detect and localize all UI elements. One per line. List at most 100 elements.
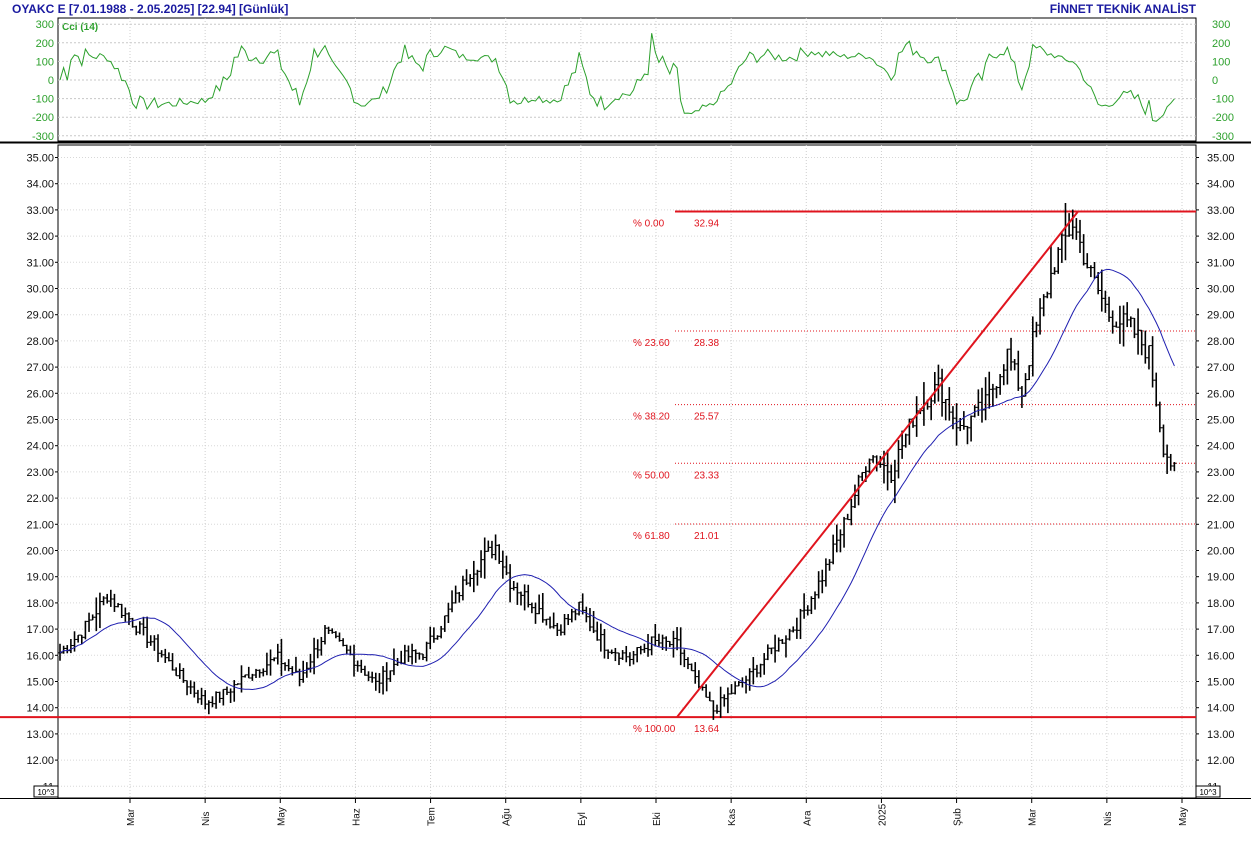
price-tick-right: 31.00 <box>1207 257 1235 269</box>
fib-value-label: 21.01 <box>694 531 719 542</box>
cci-tick-left: 0 <box>48 75 54 87</box>
trendline <box>676 210 1079 718</box>
price-tick-left: 25.00 <box>26 415 54 427</box>
fib-value-label: 23.33 <box>694 470 719 481</box>
cci-line <box>59 33 1175 122</box>
price-tick-right: 17.00 <box>1207 624 1235 636</box>
price-tick-right: 21.00 <box>1207 519 1235 531</box>
cci-tick-left: -100 <box>32 94 54 106</box>
fib-percent-label: % 50.00 <box>633 470 670 481</box>
price-tick-left: 13.00 <box>26 729 54 741</box>
cci-tick-right: 0 <box>1212 75 1218 87</box>
chart-title: OYAKC E [7.01.1988 - 2.05.2025] [22.94] … <box>12 2 289 16</box>
cci-label: Cci (14) <box>62 22 98 33</box>
price-tick-left: 17.00 <box>26 624 54 636</box>
price-tick-right: 25.00 <box>1207 415 1235 427</box>
cci-tick-right: -100 <box>1212 94 1234 106</box>
price-tick-right: 29.00 <box>1207 310 1235 322</box>
price-tick-left: 22.00 <box>26 493 54 505</box>
fib-percent-label: % 38.20 <box>633 412 670 423</box>
time-tick-label: Mar <box>126 808 137 826</box>
price-tick-left: 32.00 <box>26 231 54 243</box>
cci-tick-left: -300 <box>32 131 54 143</box>
price-tick-right: 35.00 <box>1207 153 1235 165</box>
price-tick-left: 15.00 <box>26 677 54 689</box>
cci-tick-right: -200 <box>1212 112 1234 124</box>
price-tick-right: 27.00 <box>1207 362 1235 374</box>
time-tick-label: 2025 <box>877 803 888 826</box>
price-tick-left: 19.00 <box>26 572 54 584</box>
price-tick-right: 22.00 <box>1207 493 1235 505</box>
time-tick-label: Nis <box>201 812 212 826</box>
cci-tick-right: 100 <box>1212 56 1230 68</box>
cci-tick-left: -200 <box>32 112 54 124</box>
price-tick-left: 20.00 <box>26 546 54 558</box>
fib-value-label: 25.57 <box>694 412 719 423</box>
fib-percent-label: % 0.00 <box>633 218 665 229</box>
scale-badge-right-text: 10^3 <box>1199 788 1217 797</box>
price-tick-right: 13.00 <box>1207 729 1235 741</box>
price-tick-left: 35.00 <box>26 153 54 165</box>
price-tick-right: 30.00 <box>1207 284 1235 296</box>
price-tick-left: 16.00 <box>26 650 54 662</box>
price-tick-left: 27.00 <box>26 362 54 374</box>
fib-percent-label: % 61.80 <box>633 531 670 542</box>
cci-tick-right: 200 <box>1212 38 1230 50</box>
brand-label: FİNNET TEKNİK ANALİST <box>1049 2 1196 16</box>
price-tick-right: 16.00 <box>1207 650 1235 662</box>
time-tick-label: Nis <box>1103 812 1114 826</box>
price-tick-right: 28.00 <box>1207 336 1235 348</box>
price-tick-right: 15.00 <box>1207 677 1235 689</box>
time-tick-label: Tem <box>427 807 438 826</box>
price-tick-left: 28.00 <box>26 336 54 348</box>
price-tick-left: 26.00 <box>26 388 54 400</box>
cci-tick-right: -300 <box>1212 131 1234 143</box>
price-tick-right: 20.00 <box>1207 546 1235 558</box>
time-tick-label: Şub <box>953 808 964 826</box>
time-tick-label: Ara <box>802 810 813 826</box>
price-panel <box>57 144 1197 799</box>
time-tick-label: Eyl <box>577 812 588 826</box>
price-tick-right: 26.00 <box>1207 388 1235 400</box>
time-tick-label: Mar <box>1028 808 1039 826</box>
scale-badge-left-text: 10^3 <box>37 788 55 797</box>
time-tick-label: Eki <box>652 812 663 826</box>
price-tick-left: 24.00 <box>26 441 54 453</box>
price-tick-right: 18.00 <box>1207 598 1235 610</box>
time-tick-label: Kas <box>727 809 738 826</box>
price-tick-left: 14.00 <box>26 703 54 715</box>
cci-tick-left: 100 <box>36 56 54 68</box>
cci-tick-left: 200 <box>36 38 54 50</box>
price-tick-left: 18.00 <box>26 598 54 610</box>
fib-percent-label: % 100.00 <box>633 724 676 735</box>
price-tick-left: 33.00 <box>26 205 54 217</box>
price-tick-right: 33.00 <box>1207 205 1235 217</box>
fib-value-label: 13.64 <box>694 724 719 735</box>
price-tick-left: 21.00 <box>26 519 54 531</box>
price-tick-right: 14.00 <box>1207 703 1235 715</box>
scale-badge-right <box>1195 785 1221 798</box>
price-tick-left: 23.00 <box>26 467 54 479</box>
price-tick-right: 24.00 <box>1207 441 1235 453</box>
price-tick-left: 29.00 <box>26 310 54 322</box>
time-tick-label: May <box>276 807 287 826</box>
cci-tick-left: 300 <box>36 19 54 31</box>
fib-value-label: 32.94 <box>694 218 719 229</box>
time-tick-label: May <box>1178 807 1189 826</box>
price-tick-right: 32.00 <box>1207 231 1235 243</box>
fib-value-label: 28.38 <box>694 338 719 349</box>
price-tick-right: 34.00 <box>1207 179 1235 191</box>
price-tick-right: 23.00 <box>1207 467 1235 479</box>
price-tick-left: 34.00 <box>26 179 54 191</box>
time-tick-label: Ağu <box>502 808 513 826</box>
price-tick-left: 12.00 <box>26 755 54 767</box>
price-tick-left: 31.00 <box>26 257 54 269</box>
moving-average-line <box>59 268 1175 691</box>
time-tick-label: Haz <box>351 808 362 826</box>
price-tick-right: 19.00 <box>1207 572 1235 584</box>
fib-percent-label: % 23.60 <box>633 338 670 349</box>
cci-tick-right: 300 <box>1212 19 1230 31</box>
price-tick-left: 30.00 <box>26 284 54 296</box>
scale-badge-left <box>33 785 59 798</box>
